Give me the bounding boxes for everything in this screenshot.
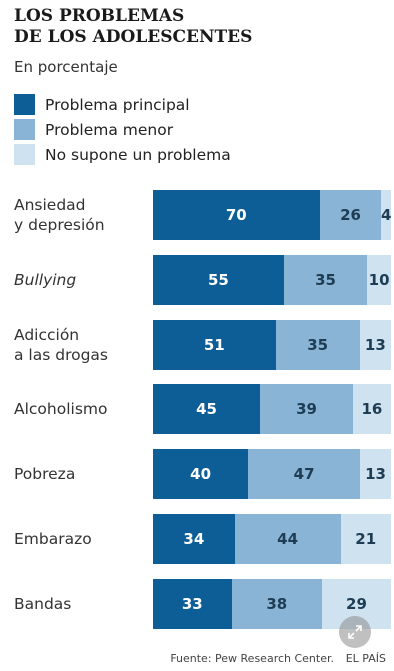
- data-label: 4: [381, 206, 391, 224]
- bar-segment: 13: [360, 449, 391, 500]
- data-label: 26: [340, 206, 361, 224]
- data-label: 29: [346, 594, 367, 613]
- data-label: 51: [203, 335, 225, 354]
- data-label: 16: [361, 400, 383, 419]
- legend-swatch: [14, 94, 35, 115]
- data-label: 35: [315, 270, 336, 289]
- bar-row: Adicción a las drogas 51 35 13: [0, 319, 394, 370]
- category-label: Bandas: [14, 594, 72, 613]
- data-label: 10: [368, 270, 390, 289]
- data-label: 34: [183, 530, 205, 548]
- data-label: 44: [277, 530, 299, 548]
- stacked-bar: 70 26 4: [153, 190, 391, 240]
- expand-icon[interactable]: [339, 616, 371, 648]
- stacked-bar: 33 38 29: [153, 578, 391, 629]
- bar-segment: 40: [153, 449, 249, 500]
- category-label: Adicción a las drogas: [14, 325, 108, 364]
- footer: Fuente: Pew Research Center. EL PAÍS: [0, 648, 394, 668]
- bar-segment: 51: [153, 319, 276, 370]
- chart-title: LOS PROBLEMAS DE LOS ADOLESCENTES: [14, 6, 384, 48]
- stacked-bar: 40 47 13: [153, 449, 391, 500]
- title-line-2: DE LOS ADOLESCENTES: [14, 27, 253, 47]
- data-label: 13: [365, 465, 386, 484]
- data-label: 45: [196, 400, 217, 419]
- legend-label: Problema menor: [45, 120, 174, 139]
- category-label: Embarazo: [14, 530, 92, 548]
- brand-text: EL PAÍS: [345, 652, 386, 665]
- bar-segment: 10: [367, 254, 391, 305]
- legend-item: Problema menor: [14, 117, 231, 142]
- stacked-bar: 45 39 16: [153, 384, 391, 435]
- legend-label: Problema principal: [45, 95, 190, 114]
- data-label: 70: [225, 206, 247, 224]
- category-label: Ansiedad y depresión: [14, 196, 105, 234]
- stacked-bar: 51 35 13: [153, 319, 391, 370]
- bar-segment: 33: [153, 578, 232, 629]
- expand-arrows-icon: [348, 625, 362, 639]
- chart-subtitle: En porcentaje: [14, 58, 118, 76]
- bar-segment: 13: [359, 319, 391, 370]
- bar-segment: 34: [153, 514, 235, 564]
- data-label: 33: [181, 594, 203, 613]
- legend-swatch: [14, 119, 35, 140]
- bar-segment: 44: [234, 514, 341, 564]
- category-label: Bullying: [14, 270, 77, 289]
- bar-segment: 38: [231, 578, 322, 629]
- data-label: 13: [364, 335, 386, 354]
- title-line-1: LOS PROBLEMAS: [14, 6, 185, 26]
- bar-segment: 26: [319, 190, 382, 240]
- legend: Problema principal Problema menor No supon…: [14, 92, 231, 167]
- stacked-bar: 55 35 10: [153, 254, 391, 305]
- bar-row: Bullying 55 35 10: [0, 254, 394, 305]
- bar-segment: 39: [260, 384, 353, 435]
- data-label: 21: [355, 530, 377, 548]
- bar-segment: 35: [283, 254, 368, 305]
- category-label: Alcoholismo: [14, 400, 108, 419]
- bar-segment: 35: [275, 319, 360, 370]
- stacked-bar: 34 44 21: [153, 514, 391, 564]
- legend-item: No supone un problema: [14, 142, 231, 167]
- bar-segment: 21: [340, 514, 391, 564]
- bar-segment: 70: [153, 190, 320, 240]
- data-label: 35: [307, 335, 329, 354]
- data-label: 40: [190, 465, 212, 484]
- bar-row: Alcoholismo 45 39 16: [0, 384, 394, 435]
- legend-item: Problema principal: [14, 92, 231, 117]
- data-label: 38: [266, 594, 288, 613]
- bar-segment: 47: [248, 449, 361, 500]
- bar-segment: 16: [352, 384, 391, 435]
- bar-row: Ansiedad y depresión 70 26 4: [0, 190, 394, 240]
- data-label: 47: [293, 465, 315, 484]
- legend-swatch: [14, 144, 35, 165]
- source-text: Fuente: Pew Research Center.: [170, 652, 334, 665]
- bar-row: Pobreza 40 47 13: [0, 449, 394, 500]
- category-label: Pobreza: [14, 465, 76, 484]
- data-label: 39: [296, 400, 317, 419]
- bar-segment: 4: [381, 190, 391, 240]
- bar-row: Embarazo 34 44 21: [0, 514, 394, 564]
- data-label: 55: [208, 270, 229, 289]
- legend-label: No supone un problema: [45, 145, 231, 164]
- bar-row: Bandas 33 38 29: [0, 578, 394, 629]
- bar-segment: 45: [153, 384, 261, 435]
- bar-segment: 55: [153, 254, 284, 305]
